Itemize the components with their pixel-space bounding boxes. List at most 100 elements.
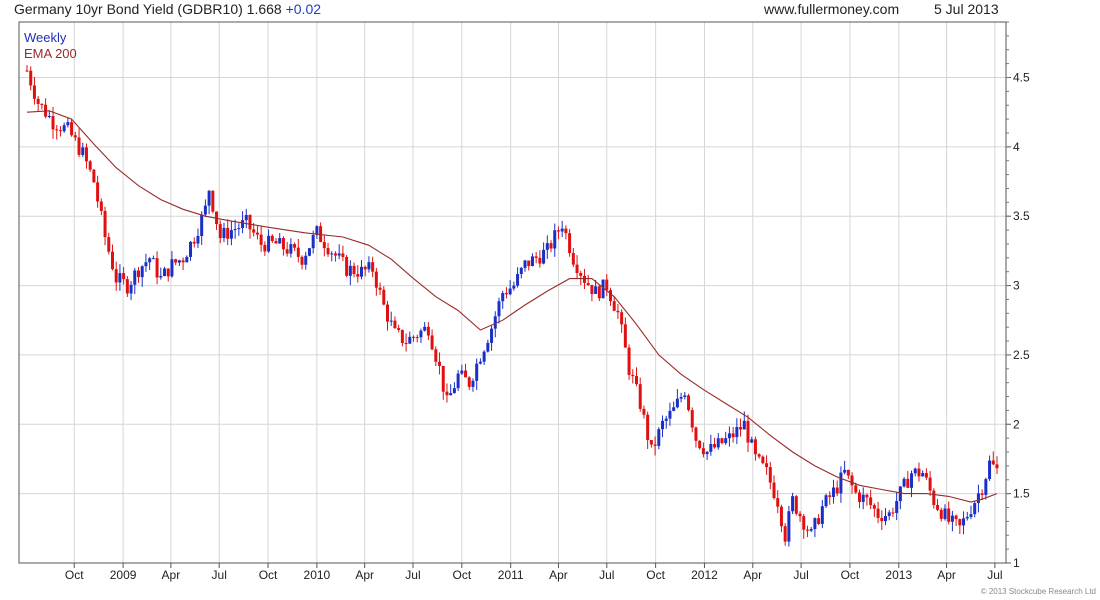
candle-body bbox=[597, 286, 601, 299]
candle-body bbox=[103, 210, 107, 238]
candle bbox=[545, 235, 549, 259]
candle-body bbox=[950, 515, 954, 522]
candle-body bbox=[579, 273, 583, 276]
candle bbox=[352, 262, 356, 278]
candle bbox=[638, 377, 642, 412]
candle bbox=[910, 470, 914, 498]
candle bbox=[731, 426, 735, 443]
candle-body bbox=[545, 243, 549, 250]
candle-body bbox=[794, 496, 798, 514]
site-link[interactable]: www.fullermoney.com bbox=[764, 1, 900, 17]
candle-body bbox=[196, 235, 200, 244]
candle bbox=[913, 467, 917, 477]
candle-body bbox=[73, 135, 77, 138]
candle-body bbox=[159, 275, 163, 278]
chart-date: 5 Jul 2013 bbox=[934, 1, 999, 17]
candle-body bbox=[25, 70, 29, 72]
candle bbox=[55, 125, 59, 140]
candle-body bbox=[594, 286, 598, 294]
candle bbox=[594, 280, 598, 295]
candle bbox=[200, 211, 204, 245]
candle-body bbox=[772, 482, 776, 499]
candle bbox=[464, 363, 468, 378]
x-tick-label: Jul bbox=[987, 568, 1002, 582]
candle bbox=[244, 208, 248, 229]
candle-body bbox=[166, 268, 170, 277]
candle bbox=[716, 433, 720, 450]
candle-body bbox=[189, 241, 193, 257]
candle-body bbox=[969, 514, 973, 517]
x-tick-label: Jul bbox=[599, 568, 614, 582]
candle-body bbox=[906, 478, 910, 488]
candle bbox=[590, 284, 594, 302]
candle bbox=[516, 267, 520, 288]
candle-body bbox=[471, 380, 475, 387]
candle bbox=[96, 175, 100, 208]
candle bbox=[980, 489, 984, 501]
candle-body bbox=[118, 273, 122, 283]
candle-body bbox=[612, 301, 616, 311]
x-tick-label: Jul bbox=[793, 568, 808, 582]
candle bbox=[337, 244, 341, 260]
candle bbox=[345, 254, 349, 278]
candle-body bbox=[252, 229, 256, 233]
candle bbox=[270, 234, 274, 243]
candle bbox=[709, 434, 713, 456]
candle-body bbox=[32, 85, 36, 99]
candle bbox=[605, 274, 609, 297]
grid-lines bbox=[19, 22, 1006, 564]
candle bbox=[727, 426, 731, 447]
candle-body bbox=[635, 376, 639, 385]
candle-body bbox=[742, 420, 746, 430]
candle-body bbox=[81, 147, 85, 155]
candle bbox=[884, 508, 888, 526]
candle-body bbox=[887, 512, 891, 517]
candle-body bbox=[177, 260, 181, 263]
x-tick-label: Oct bbox=[452, 568, 471, 582]
candle bbox=[783, 523, 787, 546]
candle bbox=[159, 267, 163, 280]
candle bbox=[973, 501, 977, 518]
candle-body bbox=[497, 301, 501, 317]
candle-body bbox=[441, 365, 445, 392]
candle bbox=[330, 251, 334, 262]
candle bbox=[36, 96, 40, 112]
candle bbox=[419, 328, 423, 343]
candle-body bbox=[683, 395, 687, 398]
candle-body bbox=[311, 235, 315, 249]
candle-body bbox=[917, 468, 921, 477]
candle-body bbox=[831, 487, 835, 497]
candle bbox=[382, 286, 386, 306]
candle-body bbox=[843, 469, 847, 473]
y-axis: 1 1.5 2 2.5 3 3.5 4 4.5 bbox=[1006, 21, 1030, 570]
candle-body bbox=[378, 287, 382, 290]
candle bbox=[646, 411, 650, 449]
candle-body bbox=[36, 98, 40, 104]
candle-body bbox=[668, 410, 672, 419]
x-tick-label: Oct bbox=[841, 568, 860, 582]
candle bbox=[237, 223, 241, 236]
candle-body bbox=[322, 241, 326, 249]
candle-body bbox=[393, 320, 397, 329]
candle-body bbox=[289, 244, 293, 254]
candle bbox=[768, 461, 772, 490]
candle-body bbox=[582, 275, 586, 283]
candle-body bbox=[148, 258, 152, 263]
y-tick-label: 3.5 bbox=[1013, 209, 1030, 223]
candle-body bbox=[107, 237, 111, 252]
candle-body bbox=[211, 190, 215, 212]
candle-body bbox=[430, 335, 434, 350]
candle bbox=[869, 489, 873, 510]
candle-body bbox=[735, 427, 739, 438]
candle-body bbox=[77, 137, 81, 155]
candle bbox=[895, 491, 899, 521]
candle bbox=[772, 475, 776, 500]
candle-body bbox=[341, 253, 345, 257]
y-tick-label: 2 bbox=[1013, 417, 1020, 431]
candle bbox=[47, 111, 51, 119]
candle bbox=[326, 242, 330, 257]
candle-body bbox=[374, 271, 378, 288]
candle-body bbox=[936, 504, 940, 510]
candle-body bbox=[701, 448, 705, 455]
candle bbox=[196, 228, 200, 248]
